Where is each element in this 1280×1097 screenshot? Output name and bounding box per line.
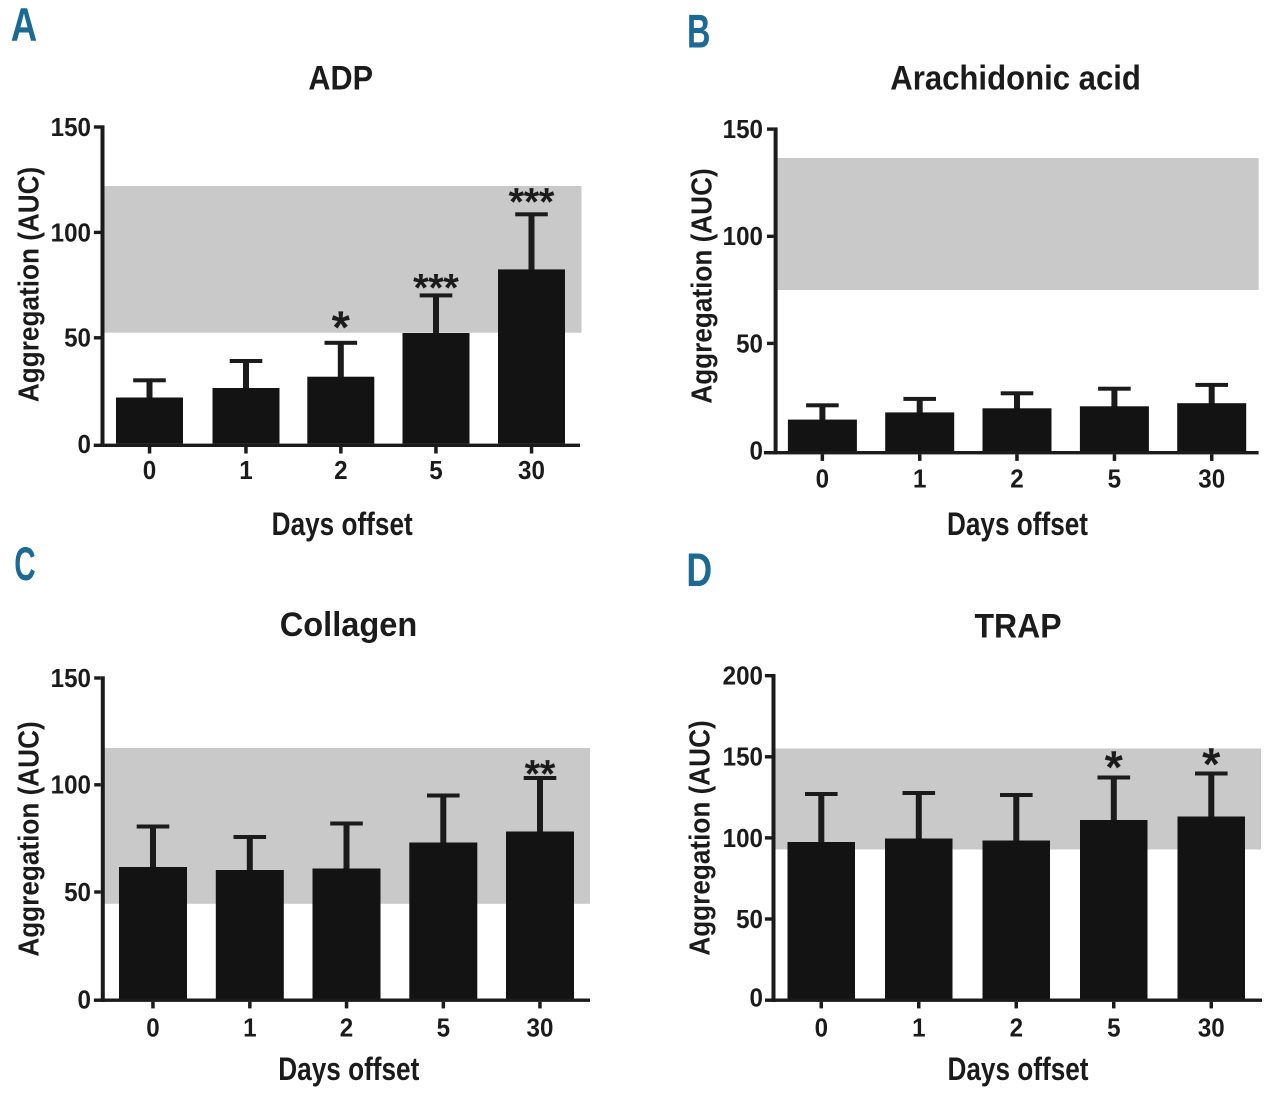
svg-text:Days offset: Days offset: [947, 1051, 1088, 1087]
svg-text:50: 50: [64, 878, 91, 907]
svg-text:2: 2: [340, 1014, 353, 1043]
svg-text:Collagen: Collagen: [280, 606, 417, 644]
svg-text:30: 30: [518, 456, 545, 485]
svg-text:Aggregation (AUC): Aggregation (AUC): [12, 721, 45, 956]
svg-text:0: 0: [750, 984, 763, 1013]
svg-text:1: 1: [912, 1014, 925, 1043]
svg-text:Days offset: Days offset: [947, 506, 1088, 542]
svg-text:D: D: [686, 543, 712, 596]
svg-text:30: 30: [1198, 1014, 1225, 1043]
svg-text:100: 100: [723, 222, 763, 251]
svg-text:5: 5: [437, 1014, 450, 1043]
svg-text:Aggregation (AUC): Aggregation (AUC): [683, 720, 716, 955]
svg-text:Arachidonic acid: Arachidonic acid: [890, 58, 1141, 97]
svg-text:50: 50: [736, 905, 763, 934]
svg-text:0: 0: [816, 465, 829, 494]
svg-text:5: 5: [1108, 465, 1121, 494]
svg-text:0: 0: [143, 456, 156, 485]
svg-text:200: 200: [723, 662, 763, 691]
svg-text:30: 30: [1198, 465, 1225, 494]
svg-text:2: 2: [1010, 465, 1023, 494]
svg-text:Aggregation (AUC): Aggregation (AUC): [12, 167, 45, 402]
svg-text:150: 150: [723, 115, 763, 144]
svg-text:TRAP: TRAP: [974, 607, 1061, 645]
svg-text:150: 150: [51, 113, 91, 142]
svg-text:1: 1: [243, 1014, 256, 1043]
svg-text:Days offset: Days offset: [278, 1051, 419, 1087]
svg-text:2: 2: [1010, 1014, 1023, 1043]
svg-text:0: 0: [78, 986, 91, 1015]
svg-text:A: A: [11, 0, 37, 51]
svg-text:2: 2: [334, 456, 347, 485]
svg-text:5: 5: [1107, 1014, 1120, 1043]
svg-text:1: 1: [239, 456, 252, 485]
svg-text:30: 30: [527, 1014, 554, 1043]
svg-text:1: 1: [913, 465, 926, 494]
svg-text:50: 50: [64, 324, 91, 353]
svg-text:C: C: [14, 538, 35, 591]
svg-text:5: 5: [429, 456, 442, 485]
svg-text:150: 150: [723, 743, 763, 772]
svg-text:100: 100: [723, 824, 763, 853]
svg-text:0: 0: [750, 437, 763, 466]
svg-text:100: 100: [51, 771, 91, 800]
svg-text:0: 0: [78, 430, 91, 459]
svg-text:50: 50: [736, 330, 763, 359]
svg-text:ADP: ADP: [308, 58, 373, 97]
svg-text:0: 0: [815, 1014, 828, 1043]
svg-text:0: 0: [146, 1014, 159, 1043]
svg-text:B: B: [687, 4, 710, 58]
svg-text:100: 100: [51, 219, 91, 248]
svg-text:Days offset: Days offset: [272, 506, 413, 542]
svg-text:150: 150: [51, 664, 91, 693]
svg-text:Aggregation (AUC): Aggregation (AUC): [685, 168, 718, 403]
